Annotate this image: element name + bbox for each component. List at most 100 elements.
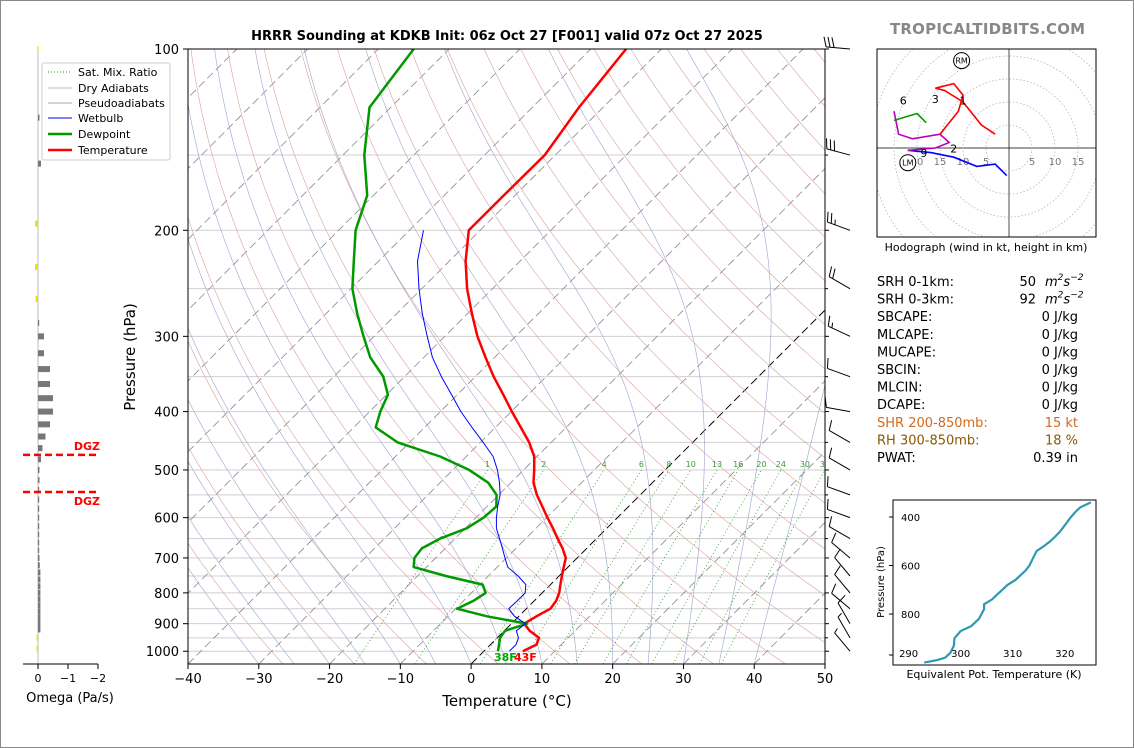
omega-panel: 0 −1 −2 DGZ DGZ bbox=[23, 46, 106, 685]
mixing-ratio-line bbox=[414, 469, 545, 664]
pseudoadiabat bbox=[686, 49, 772, 664]
omega-bar bbox=[38, 596, 41, 603]
dry-adiabat bbox=[447, 49, 825, 504]
index-value: 0 J/kg bbox=[1042, 345, 1078, 360]
omega-bar bbox=[38, 496, 40, 503]
wind-barb bbox=[827, 315, 851, 337]
pseudoadiabat bbox=[303, 49, 578, 664]
theta-e-x-label: Equivalent Pot. Temperature (K) bbox=[906, 668, 1081, 681]
mixing-ratio-label: 6 bbox=[639, 460, 644, 469]
barb-half-flag bbox=[837, 612, 842, 618]
pseudoadiabat bbox=[753, 383, 825, 664]
dry-adiabat bbox=[188, 445, 355, 664]
dry-adiabat bbox=[483, 49, 825, 459]
profile-dewpoint bbox=[351, 49, 529, 652]
omega-axis-label: Omega (Pa/s) bbox=[26, 691, 114, 706]
index-unit: m2s−2 bbox=[1045, 273, 1084, 290]
y-tick-label: 900 bbox=[154, 618, 179, 633]
isotherm bbox=[188, 49, 450, 311]
y-tick-label: 700 bbox=[154, 552, 179, 567]
wind-barb bbox=[826, 476, 851, 496]
omega-bar bbox=[38, 569, 41, 576]
x-tick-label: −10 bbox=[387, 672, 414, 687]
dry-adiabat bbox=[188, 216, 499, 664]
omega-bar bbox=[38, 445, 43, 452]
hodo-height-label: 9 bbox=[920, 147, 927, 160]
profile-temperature bbox=[464, 49, 628, 653]
legend-box bbox=[41, 62, 171, 161]
barb-staff bbox=[837, 602, 851, 624]
skewt-axes-frame bbox=[187, 48, 826, 665]
omega-bar bbox=[38, 487, 40, 494]
skewt-profiles bbox=[351, 49, 628, 653]
x-tick-label: 0 bbox=[467, 672, 475, 687]
omega-bar bbox=[38, 433, 46, 440]
skewt-axis-ticks: −40 −30 −20 −10 0 10 20 30 40 50 100 200 300 400 500 60… bbox=[146, 43, 833, 687]
barb-flag bbox=[828, 447, 833, 459]
index-label: MLCAPE: bbox=[877, 328, 934, 343]
hodo-trace bbox=[935, 82, 996, 135]
omega-bar bbox=[38, 350, 44, 357]
barb-staff bbox=[828, 457, 851, 471]
isotherm bbox=[824, 663, 825, 664]
theta-e-ticks: 290 300 310 320 400 600 800 bbox=[889, 513, 1074, 660]
surface-temperature-label: 43F bbox=[514, 651, 537, 664]
dry-adiabat bbox=[593, 49, 825, 326]
barb-flag bbox=[826, 211, 829, 223]
barb-staff bbox=[826, 148, 851, 156]
omega-tick-label: 0 bbox=[35, 672, 42, 685]
wind-barb bbox=[831, 532, 851, 559]
dry-adiabat bbox=[188, 340, 427, 664]
pseudoadiabat bbox=[188, 399, 366, 664]
hodo-ring bbox=[962, 101, 1056, 195]
wind-barb bbox=[828, 516, 851, 540]
barb-flag bbox=[834, 548, 841, 558]
theta-e-y-tick-label: 400 bbox=[901, 513, 920, 524]
mixing-ratio-label: 20 bbox=[756, 460, 766, 469]
theta-e-line bbox=[923, 501, 1092, 664]
hodo-rm-marker bbox=[953, 52, 971, 70]
hodo-height-label: 6 bbox=[900, 94, 907, 107]
site-watermark: TROPICALTIDBITS.COM bbox=[890, 20, 1086, 38]
barb-staff bbox=[837, 616, 851, 639]
barb-flag bbox=[826, 498, 829, 510]
dry-adiabat bbox=[410, 49, 825, 550]
hodo-lm-marker bbox=[899, 154, 917, 172]
index-label: MUCAPE: bbox=[877, 345, 936, 360]
index-value: 0.39 in bbox=[1033, 451, 1078, 466]
legend: Sat. Mix. Ratio Dry Adiabats Pseudoadiab… bbox=[41, 62, 171, 161]
legend-entry: Dry Adiabats bbox=[78, 82, 149, 95]
index-label: SBCAPE: bbox=[877, 310, 932, 325]
omega-bar bbox=[38, 614, 41, 621]
pseudoadiabat bbox=[254, 49, 543, 664]
y-tick-label: 600 bbox=[154, 512, 179, 527]
hodo-lm-label: LM bbox=[902, 159, 913, 168]
mixing-ratio-line bbox=[479, 469, 605, 664]
isotherm bbox=[541, 380, 825, 664]
omega-bar bbox=[38, 514, 40, 521]
isotherm bbox=[188, 49, 379, 240]
wind-barb bbox=[837, 612, 851, 639]
wind-barb bbox=[831, 583, 851, 610]
mixing-ratio-label: 36 bbox=[820, 460, 830, 469]
x-tick-label: 40 bbox=[746, 672, 763, 687]
mixing-ratio-line bbox=[550, 469, 670, 664]
index-value: 18 % bbox=[1045, 433, 1078, 448]
theta-e-y-tick-label: 800 bbox=[901, 610, 920, 621]
index-value: 92 bbox=[1019, 293, 1036, 308]
omega-bar bbox=[35, 220, 38, 227]
y-tick-label: 800 bbox=[154, 587, 179, 602]
mixing-ratio-label: 16 bbox=[733, 460, 743, 469]
index-unit-part: −2 bbox=[1070, 291, 1084, 301]
barb-staff bbox=[827, 367, 851, 378]
barb-half-flag bbox=[831, 322, 834, 328]
legend-entry: Sat. Mix. Ratio bbox=[78, 66, 158, 79]
index-value: 0 J/kg bbox=[1042, 398, 1078, 413]
index-label: MLCIN: bbox=[877, 381, 922, 396]
index-unit-part: 2 bbox=[1058, 273, 1064, 283]
barb-flag bbox=[824, 396, 827, 408]
x-tick-label: 10 bbox=[534, 672, 551, 687]
omega-bar bbox=[36, 634, 38, 641]
hodo-height-label: 1 bbox=[960, 94, 967, 107]
